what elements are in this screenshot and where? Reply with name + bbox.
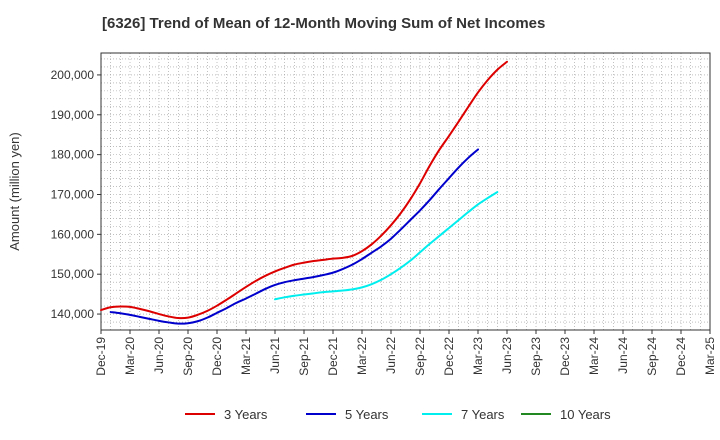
x-tick-label: Sep-21: [297, 337, 311, 376]
series-line-2: [109, 148, 479, 325]
y-tick-label: 190,000: [51, 108, 95, 122]
plot-frame: [100, 52, 711, 331]
legend-label: 3 Years: [224, 407, 268, 422]
x-tick-label: Jun-23: [500, 337, 514, 374]
x-tick-label: Mar-24: [587, 337, 601, 375]
x-tick-label: Dec-20: [210, 337, 224, 376]
x-tick-label: Jun-21: [268, 337, 282, 374]
y-tick-label: 200,000: [51, 68, 95, 82]
y-tick-label: 180,000: [51, 148, 95, 162]
y-tick-label: 160,000: [51, 227, 95, 241]
x-tick-label: Dec-19: [94, 337, 108, 376]
y-axis-title: Amount (million yen): [7, 132, 22, 251]
y-tick-label: 140,000: [51, 307, 95, 321]
y-tick-label: 150,000: [51, 267, 95, 281]
legend-label: 10 Years: [560, 407, 611, 422]
chart-title: [6326] Trend of Mean of 12-Month Moving …: [102, 15, 546, 32]
x-tick-label: Jun-24: [616, 337, 630, 374]
series-line-3: [274, 191, 499, 301]
series-line-1: [100, 60, 508, 320]
x-tick-label: Sep-24: [645, 337, 659, 376]
x-tick-label: Mar-25: [703, 337, 717, 375]
plot-area: [101, 53, 710, 330]
x-tick-label: Dec-22: [442, 337, 456, 376]
x-tick-label: Jun-20: [152, 337, 166, 374]
y-tick-label: 170,000: [51, 187, 95, 201]
legend-label: 7 Years: [461, 407, 505, 422]
x-tick-label: Sep-22: [413, 337, 427, 376]
x-tick-label: Mar-23: [471, 337, 485, 375]
legend-label: 5 Years: [345, 407, 389, 422]
x-tick-label: Mar-22: [355, 337, 369, 375]
x-tick-label: Jun-22: [384, 337, 398, 374]
x-tick-label: Mar-20: [123, 337, 137, 375]
x-tick-label: Mar-21: [239, 337, 253, 375]
x-tick-label: Sep-23: [529, 337, 543, 376]
x-tick-label: Dec-23: [558, 337, 572, 376]
x-tick-label: Dec-21: [326, 337, 340, 376]
x-tick-label: Dec-24: [674, 337, 688, 376]
x-tick-label: Sep-20: [181, 337, 195, 376]
